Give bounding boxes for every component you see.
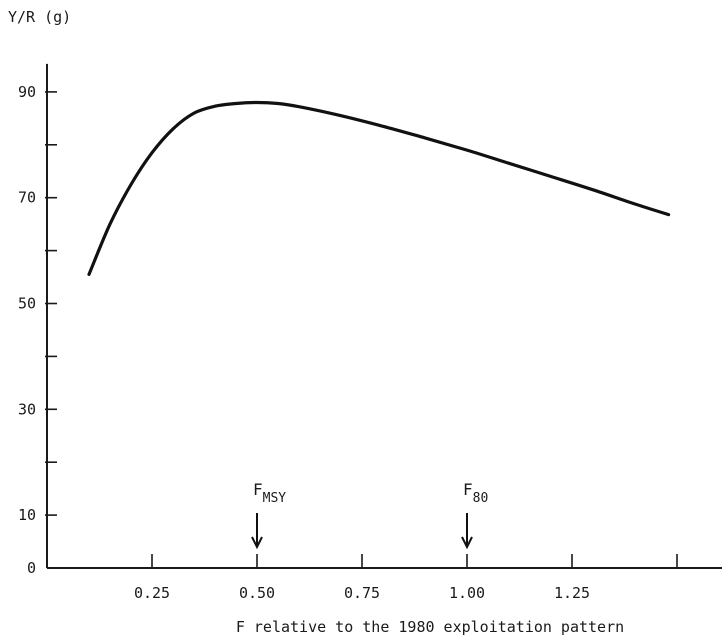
- y-tick-label: 90: [18, 83, 36, 101]
- y-tick-label: 50: [18, 295, 36, 313]
- x-tick-label: 0.75: [344, 584, 380, 602]
- y-tick-label: 10: [18, 506, 36, 524]
- axes: 0 10 30 50 70 90 0.25 0.50 0.75 1.00 1.25: [18, 63, 722, 602]
- y-axis-title: Y/R (g): [8, 8, 71, 26]
- annotation-arrow-head: [461, 536, 473, 550]
- annotation-label: F80: [463, 480, 488, 506]
- x-tick-label: 1.25: [554, 584, 590, 602]
- x-axis-title: F relative to the 1980 exploitation patt…: [236, 618, 624, 636]
- yield-curve: [87, 100, 671, 276]
- y-tick-label: 0: [27, 559, 36, 577]
- y-tick-label: 70: [18, 189, 36, 207]
- annotation-label: FMSY: [253, 480, 286, 506]
- x-tick-label: 0.25: [134, 584, 170, 602]
- annotation-arrow-head: [251, 536, 263, 550]
- x-tick-label: 0.50: [239, 584, 275, 602]
- x-tick-label: 1.00: [449, 584, 485, 602]
- annotation-layer: FMSY F80: [251, 480, 488, 550]
- y-tick-label: 30: [18, 400, 36, 418]
- curve-layer: [87, 100, 671, 276]
